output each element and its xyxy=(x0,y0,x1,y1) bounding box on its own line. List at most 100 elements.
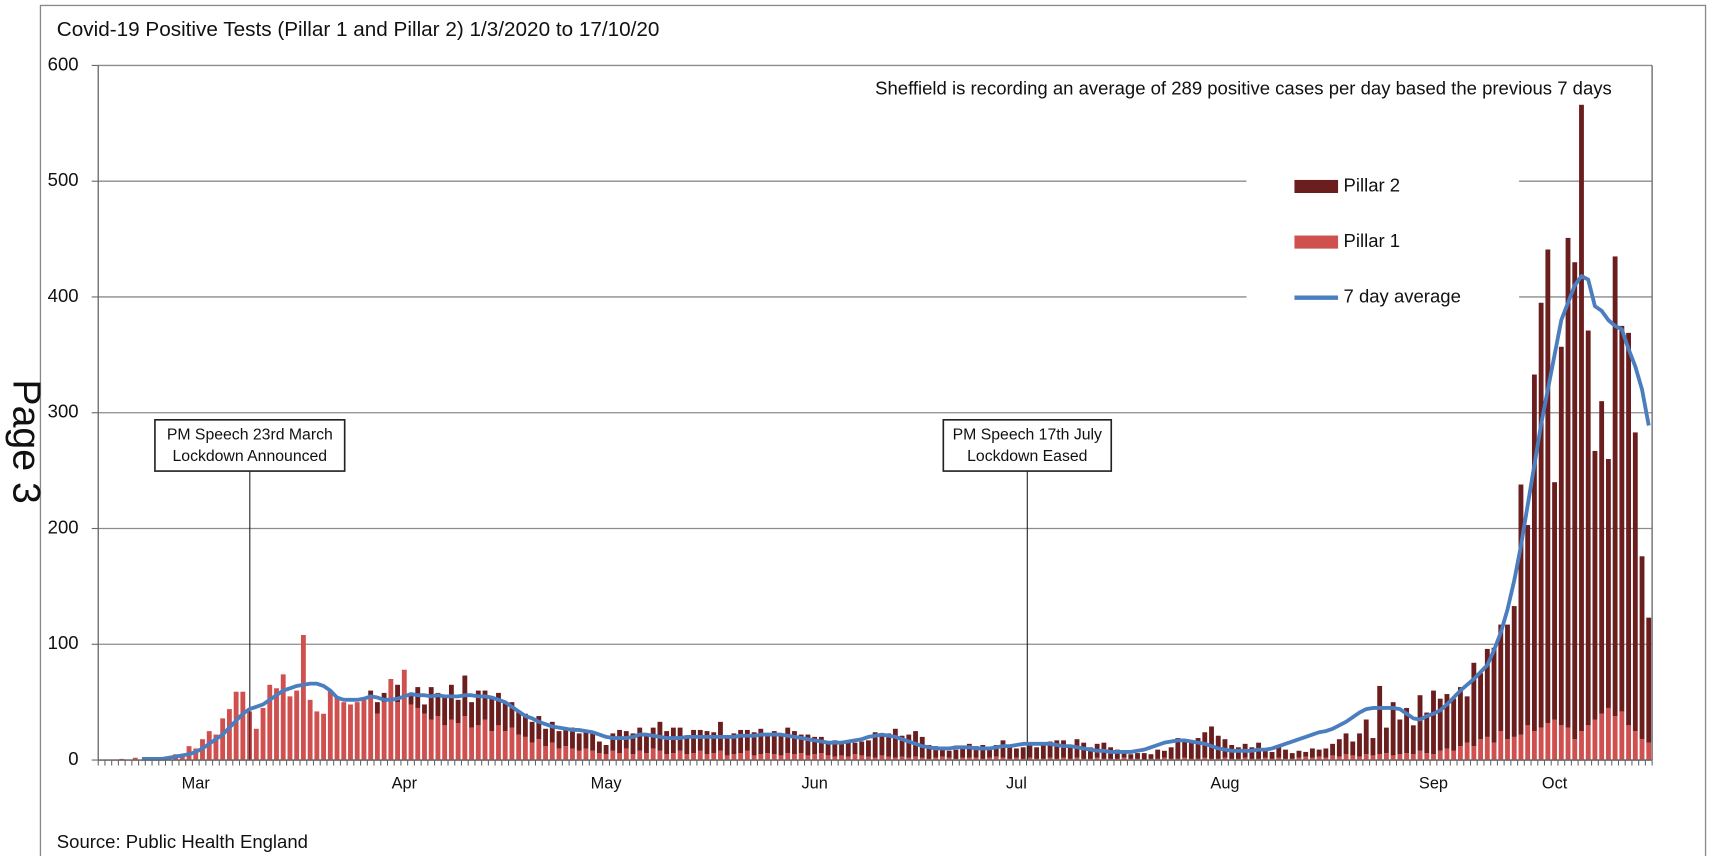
bar xyxy=(543,746,548,761)
bar xyxy=(576,733,582,751)
y-tick-label: 500 xyxy=(48,169,79,190)
bar xyxy=(1437,750,1443,761)
bar xyxy=(401,669,407,761)
bar xyxy=(657,750,663,761)
bar xyxy=(1599,713,1605,761)
bar xyxy=(509,727,515,761)
average-line xyxy=(141,274,1651,761)
bar xyxy=(1558,346,1564,726)
bar xyxy=(940,747,945,757)
bar xyxy=(1646,742,1652,761)
bar xyxy=(1390,702,1396,756)
y-tick-label: 300 xyxy=(48,401,79,422)
bar xyxy=(1572,739,1578,761)
bar xyxy=(1511,606,1517,737)
bar xyxy=(1478,739,1484,761)
bar xyxy=(1505,739,1510,761)
bar xyxy=(1451,698,1457,751)
bar xyxy=(1350,741,1356,756)
bar xyxy=(496,725,501,761)
bar xyxy=(697,729,703,751)
bar xyxy=(1000,757,1006,761)
x-tick-label: Oct xyxy=(1542,774,1568,792)
bar xyxy=(1437,698,1443,751)
bar xyxy=(603,754,609,761)
bar xyxy=(1343,754,1349,761)
bar xyxy=(361,699,367,761)
bar xyxy=(274,688,279,761)
bar xyxy=(549,721,555,743)
bar xyxy=(1262,748,1268,758)
bar xyxy=(522,736,528,761)
bar xyxy=(987,748,992,758)
bar xyxy=(785,727,791,754)
bar xyxy=(610,733,616,751)
bar xyxy=(1531,731,1537,761)
bar xyxy=(1457,746,1463,761)
bar xyxy=(563,727,569,747)
legend-swatch xyxy=(1294,179,1339,194)
bar xyxy=(442,696,448,726)
bar xyxy=(1054,740,1060,759)
bar xyxy=(1431,754,1436,761)
bar xyxy=(469,727,474,761)
bar xyxy=(1377,754,1383,761)
bar xyxy=(832,756,838,761)
bar xyxy=(1296,757,1302,761)
x-tick-label: Jul xyxy=(1006,774,1027,792)
bar xyxy=(556,731,562,749)
bar xyxy=(516,734,522,761)
y-tick-label: 100 xyxy=(48,632,79,653)
bar xyxy=(1175,738,1181,759)
bar xyxy=(489,731,495,761)
bar xyxy=(704,731,710,755)
bar xyxy=(1525,525,1531,726)
bar xyxy=(1088,747,1093,759)
bar xyxy=(522,713,528,737)
bar xyxy=(1605,459,1611,708)
bar xyxy=(496,692,501,726)
bar xyxy=(1081,742,1087,759)
bar xyxy=(475,690,481,726)
x-tick-label: Sep xyxy=(1419,774,1448,792)
bar xyxy=(771,731,777,755)
bar xyxy=(1632,432,1638,732)
bar xyxy=(435,716,441,761)
bar xyxy=(381,692,387,703)
bar xyxy=(1357,756,1362,761)
chart-title: Covid-19 Positive Tests (Pillar 1 and Pi… xyxy=(57,18,660,41)
bar xyxy=(536,739,542,761)
bar xyxy=(1592,719,1598,761)
bar xyxy=(1209,726,1214,759)
bar xyxy=(374,702,380,714)
bar xyxy=(348,704,353,761)
x-tick-label: Mar xyxy=(182,774,211,792)
bar xyxy=(307,699,313,761)
bar xyxy=(1067,744,1073,759)
bar xyxy=(1471,746,1477,761)
bar xyxy=(886,756,892,761)
bar xyxy=(946,757,952,761)
bar xyxy=(1619,325,1625,712)
bar xyxy=(617,753,622,761)
bar xyxy=(294,690,300,761)
bar xyxy=(590,733,596,751)
bar xyxy=(1404,707,1410,754)
bar xyxy=(442,725,448,761)
bar xyxy=(1538,302,1544,728)
bar xyxy=(899,735,905,757)
bar xyxy=(866,756,871,761)
legend: Pillar 2 Pillar 1 7 day average xyxy=(1246,152,1520,322)
bar xyxy=(1363,754,1369,761)
bar xyxy=(1182,757,1188,761)
bar xyxy=(509,702,515,728)
bar xyxy=(845,741,851,757)
bar xyxy=(913,756,918,761)
bar xyxy=(529,721,535,743)
bar xyxy=(408,692,414,705)
bar xyxy=(1061,740,1066,758)
bar xyxy=(1336,756,1342,761)
bar xyxy=(1296,750,1302,758)
bar xyxy=(1336,739,1342,757)
bar xyxy=(738,729,744,754)
